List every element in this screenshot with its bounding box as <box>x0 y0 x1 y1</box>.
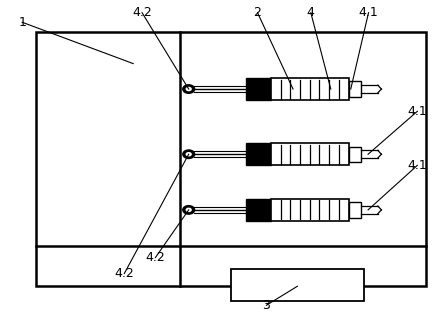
Circle shape <box>186 208 192 212</box>
Text: 4.1: 4.1 <box>408 159 427 172</box>
Text: 4.2: 4.2 <box>132 6 152 19</box>
Circle shape <box>186 87 192 91</box>
Bar <box>246 78 271 100</box>
Text: 4.1: 4.1 <box>359 6 378 19</box>
Bar <box>349 202 361 218</box>
Bar <box>271 78 349 100</box>
Bar <box>349 147 361 162</box>
Text: 4.2: 4.2 <box>146 251 165 264</box>
Text: 2: 2 <box>254 6 262 19</box>
Text: 4: 4 <box>307 6 315 19</box>
Circle shape <box>183 85 194 93</box>
Circle shape <box>186 152 192 156</box>
Circle shape <box>183 206 194 214</box>
Bar <box>231 269 364 301</box>
Text: 1: 1 <box>18 16 26 29</box>
Text: 4.2: 4.2 <box>115 267 134 280</box>
Bar <box>36 32 426 286</box>
Bar <box>271 199 349 221</box>
Bar <box>246 199 271 221</box>
Text: 4.1: 4.1 <box>408 105 427 118</box>
Bar <box>349 81 361 97</box>
Circle shape <box>183 150 194 158</box>
Bar <box>246 143 271 165</box>
Bar <box>271 143 349 165</box>
Text: 3: 3 <box>262 299 270 312</box>
